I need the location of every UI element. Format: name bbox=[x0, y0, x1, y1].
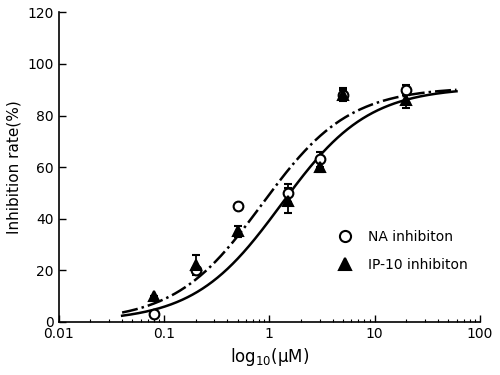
Legend: NA inhibiton, IP-10 inhibiton: NA inhibiton, IP-10 inhibiton bbox=[326, 225, 473, 278]
Y-axis label: Inhibition rate(%): Inhibition rate(%) bbox=[7, 100, 22, 234]
X-axis label: log$_{10}$(μM): log$_{10}$(μM) bbox=[230, 346, 309, 368]
